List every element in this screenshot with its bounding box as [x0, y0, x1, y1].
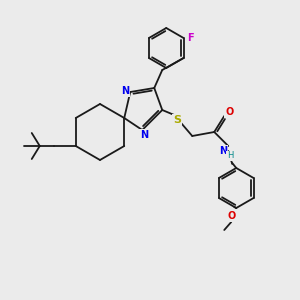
Text: S: S	[173, 115, 181, 125]
Text: O: O	[227, 211, 236, 221]
Text: F: F	[187, 33, 194, 43]
Text: N: N	[140, 130, 148, 140]
Text: N: N	[121, 86, 129, 96]
Text: O: O	[225, 107, 233, 117]
Text: H: H	[227, 152, 233, 160]
Text: N: N	[219, 146, 227, 156]
